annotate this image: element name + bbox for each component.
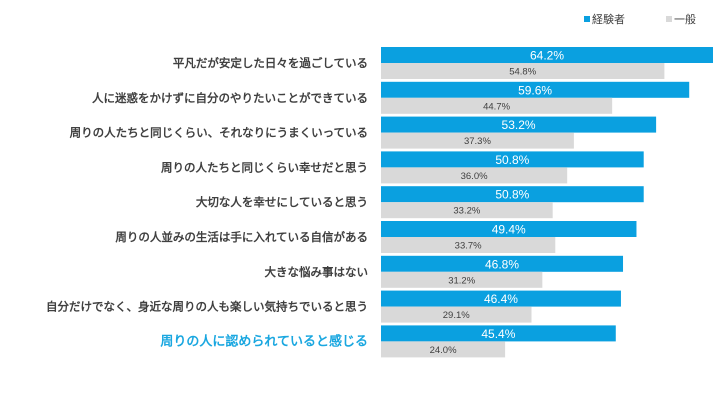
bar-series-2 — [381, 237, 556, 253]
category-label: 周りの人たちと同じくらい、それなりにうまくいっている — [70, 126, 368, 140]
bar-series-2 — [381, 132, 574, 149]
bar-series-1 — [381, 290, 621, 307]
bar-series-1 — [381, 47, 713, 63]
bar-series-2 — [381, 202, 553, 219]
bar-series-1 — [381, 186, 644, 203]
legend-label-series-2: 一般 — [674, 13, 696, 26]
category-label: 周りの人に認められていると感じる — [160, 333, 368, 349]
data-label-series-1: 45.4% — [481, 327, 515, 341]
category-label: 大切な人を幸せにしていると思う — [196, 195, 368, 209]
bar-series-2 — [381, 63, 665, 79]
legend-swatch-series-2 — [666, 16, 672, 22]
data-label-series-2: 36.0% — [461, 171, 488, 182]
legend-swatch-series-1 — [584, 16, 590, 22]
bar-series-2 — [381, 271, 543, 288]
bar-series-2 — [381, 341, 506, 358]
data-label-series-1: 64.2% — [530, 49, 564, 63]
data-label-series-1: 59.6% — [518, 83, 552, 97]
bar-series-1 — [381, 255, 624, 272]
data-label-series-2: 44.7% — [483, 101, 510, 112]
data-label-series-1: 46.8% — [485, 257, 519, 271]
bars: 平凡だが安定した日々を過ごしている 64.2% 54.8% 人に迷惑をかけずに自分のや… — [46, 47, 713, 358]
category-label: 周りの人並みの生活は手に入れている自信がある — [115, 230, 368, 244]
category-label: 平凡だが安定した日々を過ごしている — [173, 56, 368, 70]
data-label-series-2: 33.7% — [455, 241, 482, 252]
bar-series-2 — [381, 306, 532, 323]
data-label-series-2: 37.3% — [464, 136, 491, 147]
data-label-series-1: 49.4% — [492, 223, 526, 237]
data-label-series-1: 50.8% — [495, 188, 529, 202]
category-label: 大きな悩み事はない — [265, 265, 369, 279]
bar-series-2 — [381, 167, 568, 184]
bar-series-1 — [381, 151, 644, 168]
data-label-series-1: 46.4% — [484, 292, 518, 306]
bar-series-1 — [381, 221, 637, 237]
legend-label-series-1: 経験者 — [592, 12, 625, 26]
bar-series-1 — [381, 116, 657, 133]
legend: 経験者 一般 — [584, 12, 696, 26]
bar-series-1 — [381, 325, 616, 342]
bar-series-1 — [381, 81, 690, 98]
bar-series-2 — [381, 97, 613, 114]
data-label-series-2: 54.8% — [509, 67, 536, 78]
data-label-series-1: 53.2% — [502, 118, 536, 132]
category-label: 自分だけでなく、身近な周りの人も楽しい気持ちでいると思う — [46, 300, 368, 314]
data-label-series-2: 29.1% — [443, 310, 470, 321]
data-label-series-2: 33.2% — [453, 206, 480, 217]
data-label-series-2: 24.0% — [430, 345, 457, 356]
data-label-series-2: 31.2% — [448, 275, 475, 286]
category-label: 人に迷惑をかけずに自分のやりたいことができている — [92, 91, 368, 105]
category-label: 周りの人たちと同じくらい幸せだと思う — [161, 160, 368, 174]
data-label-series-1: 50.8% — [495, 153, 529, 167]
